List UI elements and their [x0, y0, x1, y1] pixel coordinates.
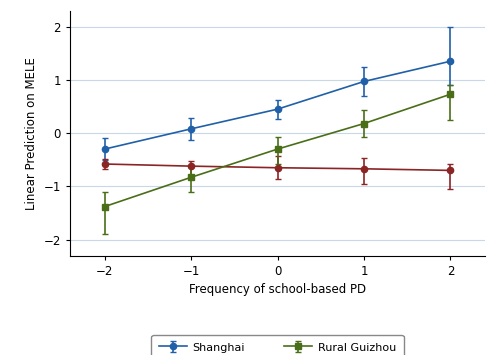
X-axis label: Frequency of school-based PD: Frequency of school-based PD: [189, 283, 366, 296]
Legend: Shanghai, Urban Guizhou, Rural Guizhou: Shanghai, Urban Guizhou, Rural Guizhou: [152, 335, 404, 355]
Y-axis label: Linear Prediction on MELE: Linear Prediction on MELE: [25, 57, 38, 209]
